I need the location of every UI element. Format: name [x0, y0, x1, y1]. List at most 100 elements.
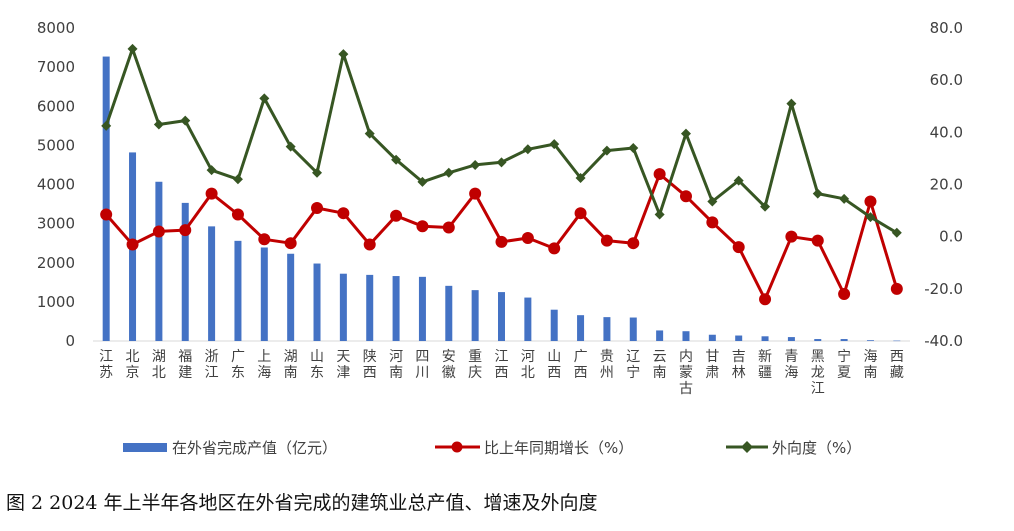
data-point: [732, 241, 745, 254]
data-point: [232, 174, 243, 185]
left-tick-label: 1000: [37, 293, 75, 311]
legend-label-outward: 外向度（%）: [772, 439, 861, 457]
data-point: [707, 196, 718, 207]
bar: [893, 340, 901, 342]
bar: [735, 335, 743, 341]
legend-item-bar: 在外省完成产值（亿元）: [123, 439, 337, 457]
data-point: [364, 128, 375, 139]
legend-marker-outward: [741, 441, 753, 453]
legend-item-growth: 比上年同期增长（%）: [435, 439, 633, 457]
category-label: 湖南: [284, 349, 298, 381]
legend-item-outward: 外向度（%）: [726, 439, 861, 457]
bar: [102, 56, 110, 341]
category-label: 西藏: [890, 349, 904, 381]
data-point: [838, 288, 851, 301]
bar: [550, 309, 558, 341]
bar: [471, 290, 479, 341]
category-labels: 江苏北京湖北福建浙江广东上海湖南山东天津陕西河南四川安徽重庆江西河北山西广西贵州…: [99, 348, 904, 397]
data-point: [284, 237, 297, 250]
data-point: [522, 144, 533, 155]
data-point: [126, 238, 139, 251]
data-point: [442, 221, 455, 234]
data-point: [601, 145, 612, 156]
bar: [313, 263, 321, 341]
data-point: [865, 212, 876, 223]
category-label: 吉林: [732, 349, 746, 381]
bar: [814, 339, 822, 341]
bar: [287, 253, 295, 341]
category-label: 福建: [178, 349, 192, 381]
figure-caption: 图 2 2024 年上半年各地区在外省完成的建筑业总产值、增速及外向度: [6, 492, 598, 514]
legend-label-bar: 在外省完成产值（亿元）: [172, 439, 337, 457]
data-point: [864, 195, 877, 208]
data-point: [706, 216, 719, 229]
data-point: [312, 167, 323, 178]
right-tick-label: 60.0: [930, 71, 963, 89]
bar: [524, 297, 532, 341]
left-tick-label: 4000: [37, 176, 75, 194]
bar: [577, 315, 585, 341]
data-point: [259, 93, 270, 104]
right-tick-label: -20.0: [924, 280, 963, 298]
category-label: 青海: [784, 349, 798, 381]
data-point: [812, 188, 823, 199]
bar: [761, 336, 769, 341]
data-point: [839, 193, 850, 204]
data-point: [890, 282, 903, 295]
category-label: 海南: [863, 349, 877, 381]
bar: [366, 274, 374, 341]
bar: [840, 339, 848, 341]
left-tick-label: 2000: [37, 254, 75, 272]
category-label: 山东: [310, 349, 324, 381]
category-label: 浙江: [205, 349, 219, 381]
data-point: [786, 98, 797, 109]
data-point: [470, 159, 481, 170]
bar: [445, 285, 453, 341]
left-tick-label: 7000: [37, 58, 75, 76]
data-point: [760, 201, 771, 212]
bar: [260, 247, 268, 341]
data-point: [628, 142, 639, 153]
category-label: 内蒙古: [679, 349, 693, 397]
category-label: 甘肃: [705, 349, 719, 381]
data-point: [390, 209, 403, 222]
legend: 在外省完成产值（亿元） 比上年同期增长（%） 外向度（%）: [123, 439, 861, 457]
category-label: 北京: [126, 349, 140, 381]
category-label: 陕西: [363, 349, 377, 381]
data-point: [179, 224, 192, 237]
category-label: 天津: [336, 349, 350, 381]
data-point: [654, 209, 665, 220]
data-point: [811, 234, 824, 247]
right-axis: -40.0 -20.0 0.0 20.0 40.0 60.0 80.0: [924, 19, 963, 350]
data-point: [363, 238, 376, 251]
data-point: [205, 187, 218, 200]
data-point: [338, 49, 349, 60]
bar: [603, 317, 611, 341]
category-label: 江西: [495, 349, 509, 381]
data-point: [416, 220, 429, 233]
outward-line-series: [101, 43, 902, 238]
category-label: 湖北: [152, 349, 166, 381]
data-point: [101, 120, 112, 131]
legend-swatch-bar: [123, 443, 167, 452]
data-point: [521, 231, 534, 244]
data-point: [600, 234, 613, 247]
data-point: [680, 128, 691, 139]
legend-label-growth: 比上年同期增长（%）: [484, 439, 633, 457]
category-label: 上海: [257, 349, 271, 381]
data-point: [180, 115, 191, 126]
data-point: [443, 167, 454, 178]
data-point: [759, 293, 772, 306]
category-label: 贵州: [600, 349, 614, 381]
data-point: [337, 207, 350, 220]
category-label: 重庆: [468, 349, 482, 381]
bar: [629, 317, 637, 341]
data-point: [127, 43, 138, 54]
category-label: 河北: [521, 349, 535, 381]
data-point: [891, 227, 902, 238]
right-tick-label: 0.0: [939, 228, 963, 246]
category-label: 宁夏: [837, 348, 851, 381]
data-point: [548, 242, 561, 255]
legend-marker-growth: [451, 441, 463, 453]
